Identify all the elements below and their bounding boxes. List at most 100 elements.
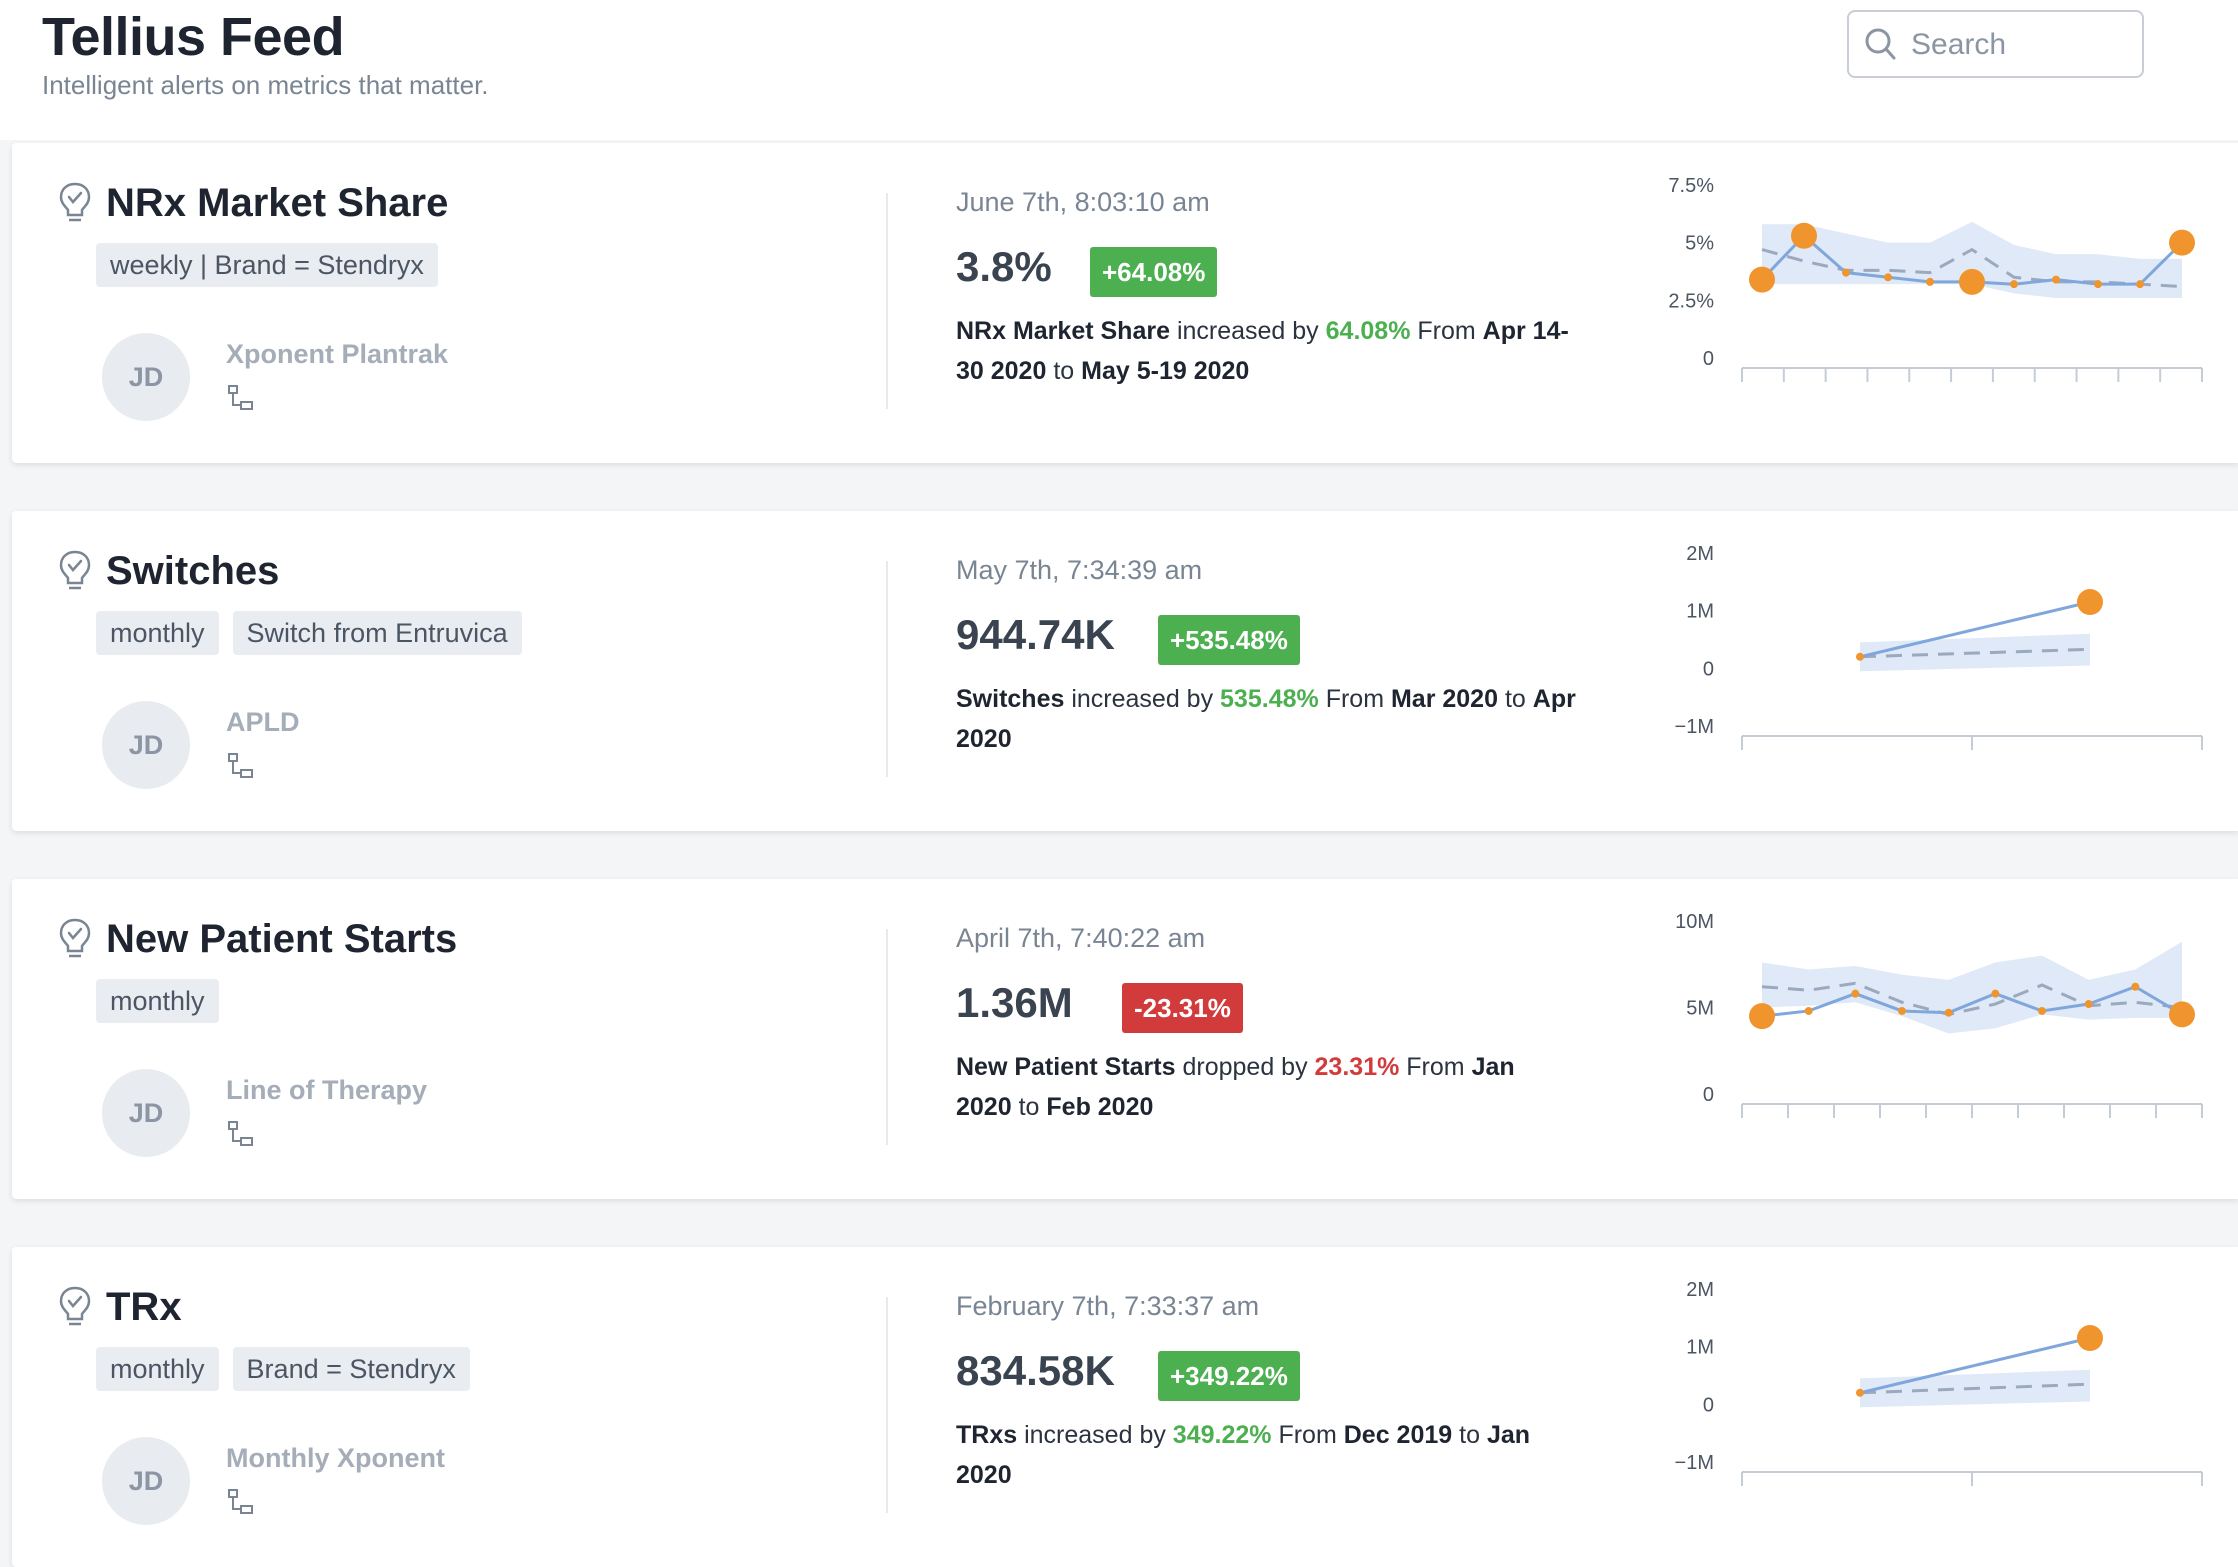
y-tick-label: 0 (1703, 1394, 1714, 1416)
data-point (2131, 982, 2140, 991)
divider (886, 929, 888, 1145)
desc-change: 64.08% (1325, 317, 1411, 345)
data-point (1804, 1006, 1813, 1015)
desc-from-word: From (1417, 317, 1476, 345)
source-name[interactable]: Monthly Xponent (226, 1443, 445, 1473)
tag-list: monthly Switch from Entruvica (96, 611, 522, 655)
data-point (2094, 280, 2102, 289)
search-box[interactable] (1847, 10, 2144, 78)
sparkline-chart: −1M 0 1M 2M (1675, 1279, 2203, 1486)
source-name[interactable]: APLD (226, 707, 300, 737)
desc-from-word: From (1278, 1421, 1337, 1449)
filter-tag: monthly (96, 611, 219, 655)
y-tick-label: 5% (1685, 233, 1714, 255)
alert-timestamp: February 7th, 7:33:37 am (956, 1291, 1260, 1321)
y-tick-label: 0 (1703, 658, 1714, 680)
search-input[interactable] (1909, 22, 2133, 68)
desc-change: 23.31% (1314, 1053, 1400, 1081)
data-point (1856, 1388, 1864, 1397)
metric-value: 944.74K (956, 611, 1115, 658)
desc-verb: dropped by (1182, 1053, 1308, 1081)
y-tick-label: −1M (1675, 1452, 1714, 1474)
anomaly-point[interactable] (1749, 1003, 1775, 1030)
y-tick-label: 7.5% (1668, 175, 1714, 197)
desc-verb: increased by (1176, 317, 1319, 345)
alert-description: TRxs increased by 349.22% From Dec 2019 … (956, 1415, 1576, 1495)
app-header: Tellius Feed Intelligent alerts on metri… (0, 0, 2238, 140)
y-tick-label: 2.5% (1668, 290, 1714, 312)
actual-series-line (1859, 1336, 2091, 1395)
anomaly-point[interactable] (1791, 222, 1817, 249)
y-tick-label: 1M (1686, 601, 1714, 623)
alert-timestamp: April 7th, 7:40:22 am (956, 923, 1206, 953)
filter-tag: weekly | Brand = Stendryx (96, 243, 438, 287)
hierarchy-icon[interactable] (226, 383, 256, 413)
data-point (2038, 1006, 2046, 1015)
avatar: JD (102, 333, 190, 421)
actual-series-line (1859, 600, 2091, 659)
sparkline-chart: −1M 0 1M 2M (1675, 543, 2203, 750)
desc-to: May 5-19 2020 (1081, 357, 1250, 385)
anomaly-point[interactable] (1959, 268, 1985, 295)
data-point (1842, 268, 1850, 277)
alert-card[interactable]: Switches monthly Switch from Entruvica JD AP… (12, 511, 2238, 831)
expected-series-line (1859, 647, 2091, 659)
card-title[interactable]: TRx (106, 1285, 182, 1329)
card-title[interactable]: Switches (106, 549, 280, 593)
anomaly-point[interactable] (2169, 229, 2195, 256)
desc-change: 349.22% (1172, 1421, 1272, 1449)
y-tick-label: 0 (1703, 1084, 1714, 1106)
search-icon (1865, 28, 1896, 60)
anomaly-point[interactable] (2077, 1325, 2103, 1352)
alert-card[interactable]: TRx monthly Brand = Stendryx JD Monthly Xpon… (12, 1247, 2238, 1567)
hierarchy-icon[interactable] (226, 751, 256, 781)
y-tick-label: 1M (1686, 1337, 1714, 1359)
divider (886, 561, 888, 777)
app-subtitle: Intelligent alerts on metrics that matte… (42, 70, 489, 100)
anomaly-point[interactable] (2077, 589, 2103, 616)
desc-verb: increased by (1024, 1421, 1166, 1449)
card-title[interactable]: New Patient Starts (106, 917, 458, 961)
data-point (1926, 277, 1934, 286)
source-name[interactable]: Xponent Plantrak (226, 339, 449, 369)
alert-description: NRx Market Share increased by 64.08% Fro… (956, 311, 1576, 391)
filter-tag: Brand = Stendryx (232, 1347, 470, 1391)
tag-list: weekly | Brand = Stendryx (96, 243, 438, 287)
desc-to: Apr 2020 (956, 685, 1576, 753)
desc-from-word: From (1325, 685, 1385, 713)
source-name[interactable]: Line of Therapy (226, 1075, 428, 1105)
lightbulb-icon (59, 550, 91, 590)
alert-card[interactable]: New Patient Starts monthly JD Line of Thera… (12, 879, 2238, 1199)
sparkline-chart: 0 2.5% 5% 7.5% (1668, 175, 2203, 382)
data-point (2010, 280, 2018, 289)
lightbulb-icon (59, 1286, 91, 1326)
data-point (1884, 273, 1892, 282)
y-tick-label: 5M (1686, 998, 1714, 1020)
metric-value: 1.36M (956, 979, 1073, 1026)
filter-tag: monthly (96, 979, 219, 1023)
data-point (1856, 652, 1864, 661)
anomaly-point[interactable] (2169, 1001, 2195, 1028)
card-title[interactable]: NRx Market Share (106, 181, 449, 225)
desc-to-word: to (1018, 1093, 1040, 1121)
hierarchy-icon[interactable] (226, 1487, 256, 1517)
data-point (2136, 280, 2144, 289)
filter-tag: Switch from Entruvica (232, 611, 522, 655)
hierarchy-icon[interactable] (226, 1119, 256, 1149)
data-point (2084, 1000, 2093, 1009)
lightbulb-icon (59, 918, 91, 958)
desc-to: Jan 2020 (956, 1421, 1531, 1489)
anomaly-point[interactable] (1749, 266, 1775, 293)
tag-list: monthly Brand = Stendryx (96, 1347, 470, 1391)
y-tick-label: 2M (1686, 1279, 1714, 1301)
desc-from-word: From (1406, 1053, 1465, 1081)
alert-description: New Patient Starts dropped by 23.31% Fro… (956, 1047, 1576, 1127)
desc-from: Mar 2020 (1390, 685, 1498, 713)
desc-verb: increased by (1071, 685, 1214, 713)
metric-value: 3.8% (956, 243, 1052, 290)
desc-from: Jan 2020 (956, 1053, 1515, 1121)
alert-card[interactable]: NRx Market Share weekly | Brand = Stendry… (12, 143, 2238, 463)
expected-range-band (1762, 941, 2182, 1034)
avatar: JD (102, 701, 190, 789)
data-point (1944, 1008, 1953, 1017)
